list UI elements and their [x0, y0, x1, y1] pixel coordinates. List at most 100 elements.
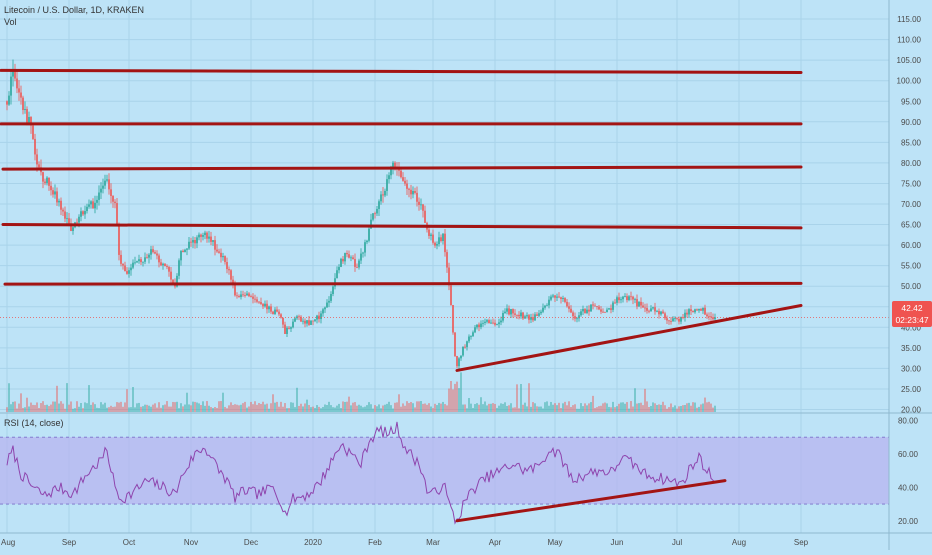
candle-body [240, 294, 242, 298]
candle-body [58, 200, 60, 203]
volume-bar [90, 404, 92, 412]
price-rising-trendline[interactable] [455, 304, 803, 372]
candle-body [46, 177, 48, 183]
volume-bar [690, 405, 692, 412]
volume-bar [374, 405, 376, 412]
trendlines[interactable] [455, 304, 803, 523]
candle-body [286, 327, 288, 334]
volume-bar [226, 408, 228, 412]
volume-bar [162, 405, 164, 412]
candle-body [78, 216, 80, 223]
candle-body [264, 303, 266, 307]
candle-body [162, 263, 164, 266]
volume-bar [198, 403, 200, 412]
volume-bar [290, 402, 292, 412]
candle-body [550, 296, 552, 300]
candle-body [600, 309, 602, 312]
horizontal-level-line[interactable] [3, 281, 803, 286]
volume-bar [238, 405, 240, 412]
volume-bar [698, 406, 700, 412]
volume-bar [410, 401, 412, 412]
price-candles [6, 59, 716, 370]
volume-bar [512, 407, 514, 412]
candle-body [446, 252, 448, 268]
volume-bar [462, 404, 464, 412]
volume-bar [138, 402, 140, 412]
volume-bar [674, 405, 676, 412]
candle-body [372, 213, 374, 220]
candle-body [42, 172, 44, 182]
volume-bar [294, 407, 296, 412]
candle-body [228, 269, 230, 271]
candle-body [326, 302, 328, 308]
candle-body [566, 301, 568, 307]
candle-body [654, 307, 656, 312]
candle-body [406, 183, 408, 189]
volume-bar [552, 404, 554, 412]
candle-body [242, 294, 244, 296]
horizontal-level-line[interactable] [1, 223, 803, 230]
horizontal-levels[interactable] [0, 68, 889, 318]
candle-body [200, 234, 202, 237]
volume-bar [314, 408, 316, 412]
candle-body [26, 109, 28, 123]
volume-bar [586, 405, 588, 412]
volume-bars [6, 372, 716, 412]
candle-body [404, 180, 406, 184]
candle-body [576, 318, 578, 320]
volume-bar [84, 402, 86, 412]
rsi-band-fill [0, 437, 889, 505]
candle-body [234, 284, 236, 296]
candle-body [194, 240, 196, 244]
candle-body [324, 307, 326, 310]
time-tick-label: Nov [184, 538, 198, 547]
volume-bar [502, 403, 504, 412]
candle-body [176, 275, 178, 287]
volume-bar [366, 405, 368, 412]
candle-body [680, 316, 682, 322]
volume-bar [348, 396, 350, 412]
candle-body [636, 299, 638, 307]
candle-body [536, 314, 538, 316]
candle-body [394, 162, 396, 167]
candle-body [706, 314, 708, 317]
volume-bar [474, 404, 476, 412]
volume-bar [504, 402, 506, 412]
candle-body [322, 309, 324, 314]
candle-body [402, 177, 404, 181]
volume-bar [12, 401, 14, 412]
candle-body [478, 324, 480, 328]
candle-body [442, 233, 444, 242]
volume-bar [628, 408, 630, 412]
rsi-tick-label: 60.00 [898, 450, 919, 459]
volume-bar [686, 403, 688, 412]
volume-bar [6, 407, 8, 412]
volume-bar [310, 407, 312, 412]
candle-body [150, 249, 152, 255]
candle-body [548, 299, 550, 306]
horizontal-level-line[interactable] [1, 165, 803, 171]
volume-bar [582, 406, 584, 412]
candle-body [504, 311, 506, 314]
rsi-rising-trendline[interactable] [455, 479, 727, 523]
candle-body [628, 296, 630, 301]
volume-bar [260, 403, 262, 412]
candle-body [544, 305, 546, 308]
horizontal-level-line[interactable] [0, 68, 803, 74]
volume-bar [438, 402, 440, 412]
volume-bar [574, 404, 576, 412]
volume-bar [570, 406, 572, 412]
volume-bar [546, 401, 548, 412]
candle-body [710, 316, 712, 318]
volume-bar [534, 403, 536, 412]
candle-body [586, 309, 588, 313]
price-tick-label: 115.00 [897, 15, 921, 24]
candle-body [158, 255, 160, 263]
volume-bar [678, 406, 680, 412]
volume-bar [104, 402, 106, 412]
volume-bar [614, 407, 616, 412]
volume-bar [406, 401, 408, 412]
volume-bar [240, 404, 242, 412]
